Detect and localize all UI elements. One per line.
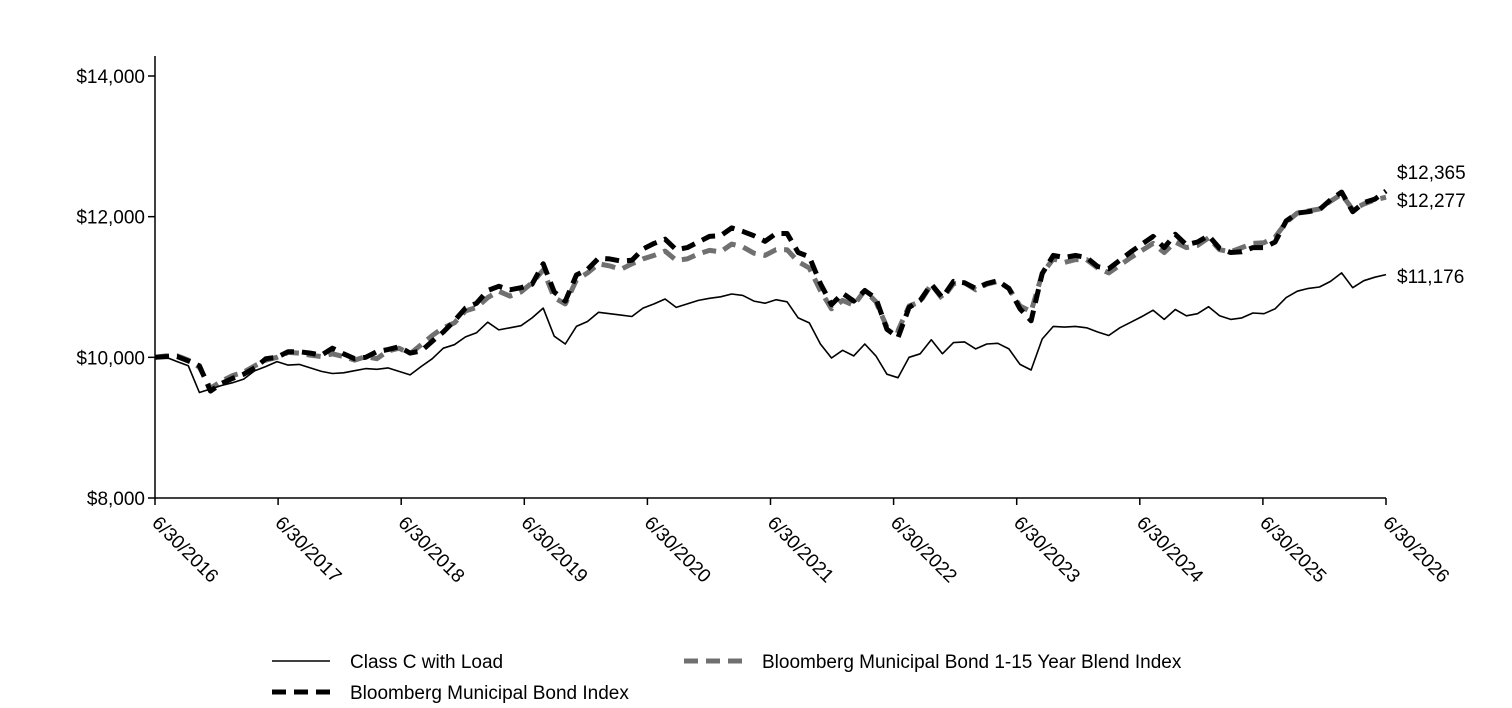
x-tick-label: 6/30/2022 bbox=[886, 513, 961, 588]
y-tick-label: $8,000 bbox=[87, 489, 145, 510]
end-labels: $12,365 $12,277 $11,176 bbox=[1397, 163, 1466, 288]
x-tick-label: 6/30/2020 bbox=[640, 513, 715, 588]
x-axis-ticks: 6/30/2016 6/30/2017 6/30/2018 6/30/2019 6/30… bbox=[147, 498, 1453, 588]
axes bbox=[154, 56, 1386, 499]
legend-label: Bloomberg Municipal Bond Index bbox=[350, 683, 629, 704]
x-tick-label: 6/30/2024 bbox=[1132, 513, 1207, 588]
series-layer bbox=[154, 188, 1388, 394]
end-value-label: $11,176 bbox=[1397, 267, 1464, 288]
y-tick-label: $12,000 bbox=[76, 208, 145, 229]
x-tick-label: 6/30/2026 bbox=[1378, 513, 1453, 588]
x-tick-label: 6/30/2023 bbox=[1009, 513, 1084, 588]
y-tick-label: $14,000 bbox=[76, 67, 145, 88]
y-axis-ticks: $8,000 $10,000 $12,000 $14,000 bbox=[76, 67, 155, 510]
legend-label: Bloomberg Municipal Bond 1-15 Year Blend… bbox=[762, 652, 1182, 673]
x-tick-label: 6/30/2018 bbox=[394, 513, 469, 588]
legend-label: Class C with Load bbox=[350, 652, 503, 673]
end-value-label: $12,365 bbox=[1397, 163, 1466, 184]
x-tick-label: 6/30/2016 bbox=[147, 513, 222, 588]
x-tick-label: 6/30/2019 bbox=[517, 513, 592, 588]
x-tick-label: 6/30/2017 bbox=[271, 513, 346, 588]
end-value-label: $12,277 bbox=[1397, 191, 1466, 212]
y-tick-label: $10,000 bbox=[76, 348, 145, 369]
series-line-0 bbox=[155, 272, 1387, 394]
x-tick-label: 6/30/2021 bbox=[763, 513, 838, 588]
legend: Class C with Load Bloomberg Municipal Bon… bbox=[272, 652, 1182, 704]
series-line-2 bbox=[154, 188, 1388, 394]
series-line-1 bbox=[154, 191, 1387, 391]
x-tick-label: 6/30/2025 bbox=[1255, 513, 1330, 588]
